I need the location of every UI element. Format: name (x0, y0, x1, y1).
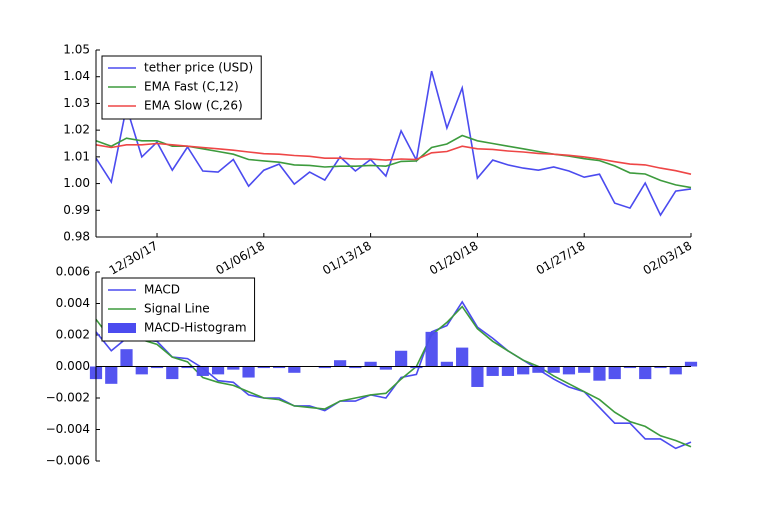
histogram-bar (272, 366, 286, 369)
histogram-bar (379, 366, 392, 370)
histogram-bar (471, 366, 484, 387)
y-tick-label: −0.004 (46, 422, 90, 436)
histogram-bar (486, 366, 499, 376)
histogram-bar (501, 366, 515, 376)
y-tick-label: 1.02 (63, 123, 90, 137)
histogram-bar (410, 366, 423, 369)
y-tick-label: −0.006 (46, 454, 90, 468)
legend-swatch (108, 323, 136, 333)
panel: 0.98 0.99 1.00 1.01 1.02 1.03 1.04 1.05 12/30/17… (63, 43, 694, 278)
legend-box (101, 55, 262, 120)
y-tick-label: 1.05 (63, 43, 90, 57)
y-tick-label: 0.004 (56, 296, 90, 310)
y-tick-label: 1.00 (63, 176, 90, 190)
y-tick-label: 1.03 (63, 96, 90, 110)
y-tick-label: 0.000 (56, 359, 90, 373)
histogram-bar (227, 366, 240, 370)
series-line (95, 305, 692, 448)
histogram-bar (395, 350, 408, 367)
histogram-bar (532, 366, 545, 373)
y-tick-label: 0.98 (63, 230, 90, 244)
histogram-bar (547, 366, 560, 373)
legend-label: MACD (144, 283, 180, 297)
y-tick-label: −0.002 (46, 391, 90, 405)
x-tick-label: 02/03/18 (641, 239, 695, 278)
legend: MACD Signal Line MACD-Histogram (101, 277, 256, 342)
histogram-bar (120, 349, 133, 367)
histogram-bar (669, 366, 682, 375)
legend-label: EMA Fast (C,12) (144, 80, 239, 94)
histogram-bar (135, 366, 148, 375)
histogram-bar (288, 366, 301, 373)
histogram-bar (318, 366, 331, 369)
histogram-bar (166, 366, 179, 380)
histogram-bar (349, 366, 362, 369)
histogram-bar (105, 366, 118, 384)
legend-label: tether price (USD) (144, 61, 253, 75)
y-tick-label: 0.99 (63, 203, 90, 217)
x-tick-label: 01/13/18 (320, 239, 374, 278)
histogram-bar (562, 366, 576, 375)
histogram-bar (517, 366, 530, 375)
legend: tether price (USD) EMA Fast (C,12) EMA Slo… (101, 55, 262, 120)
x-tick-label: 01/20/18 (427, 239, 481, 278)
panel: −0.006 −0.004 −0.002 0.000 0.002 0.004 0.006 MA… (46, 265, 698, 468)
series-line (95, 300, 692, 450)
histogram-bar (623, 366, 637, 369)
histogram-bar (196, 366, 209, 376)
histogram-bar (608, 366, 621, 380)
y-tick-label: 0.002 (56, 328, 90, 342)
legend-label: MACD-Histogram (144, 321, 247, 335)
histogram-bar (242, 366, 255, 378)
histogram-bar (578, 366, 591, 373)
histogram-bar (257, 366, 270, 369)
series-line (95, 142, 692, 175)
legend-label: EMA Slow (C,26) (144, 99, 243, 113)
x-tick-label: 01/06/18 (213, 239, 267, 278)
x-tick-label: 01/27/18 (534, 239, 588, 278)
histogram-bar (181, 366, 194, 369)
series-line (95, 70, 692, 217)
histogram-bar (654, 366, 667, 369)
histogram-bar (593, 366, 606, 381)
y-tick-label: 1.01 (63, 149, 90, 163)
y-tick-label: 0.006 (56, 265, 90, 279)
histogram-bar (456, 347, 469, 367)
histogram-bar (639, 366, 652, 380)
legend-label: Signal Line (144, 302, 210, 316)
histogram-bar (364, 361, 377, 367)
histogram-bar (425, 331, 438, 367)
histogram-bar (684, 361, 698, 367)
y-tick-label: 1.04 (63, 69, 90, 83)
histogram-bar (334, 360, 347, 367)
histogram-bar (150, 366, 164, 369)
histogram-bar (211, 366, 225, 375)
x-tick-label: 12/30/17 (107, 239, 161, 278)
histogram-bar (440, 361, 453, 367)
